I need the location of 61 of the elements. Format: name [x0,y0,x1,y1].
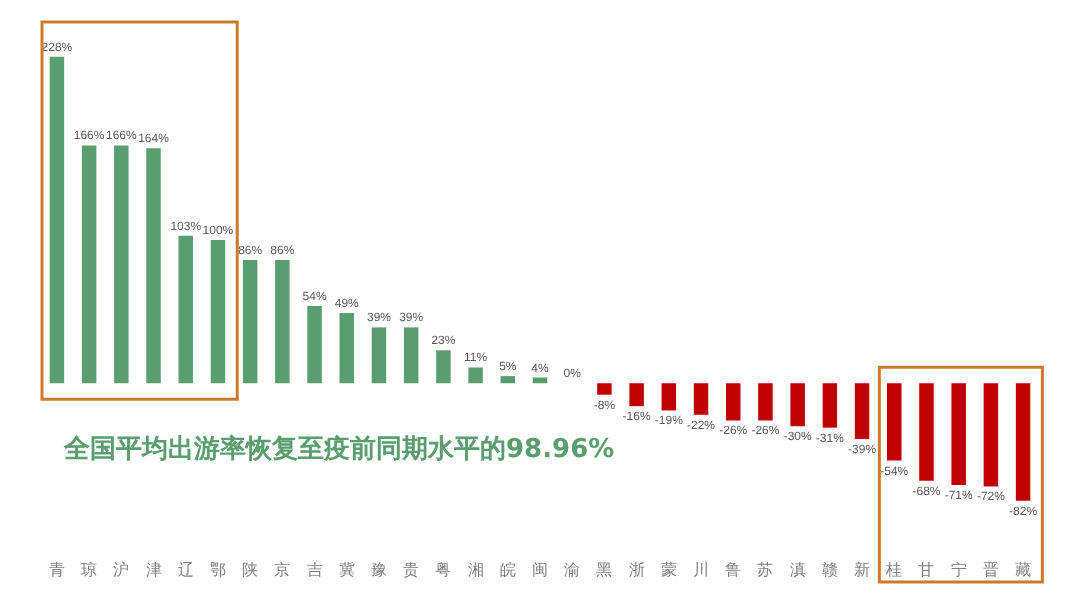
bar [887,383,902,461]
x-tick-label: 滇 [789,561,806,579]
x-tick-label: 晋 [982,561,999,579]
annotation: 全国平均出游率恢复至疫前同期水平的98.96% [62,433,615,466]
bar [178,235,193,384]
x-tick-label: 藏 [1015,561,1032,579]
bar [725,383,741,421]
x-tick-label: 粤 [435,561,452,579]
bar [403,327,419,384]
bar [500,376,516,384]
bar [597,383,612,395]
x-tick-label: 琼 [81,561,98,579]
bar [983,383,999,487]
bar [758,383,773,421]
x-tick-label: 鄂 [209,561,226,579]
x-tick-label: 豫 [370,561,387,579]
bar [146,148,161,384]
bar [242,260,258,384]
x-tick-label: 浙 [628,561,645,579]
bar [629,383,644,407]
x-tick-label: 辽 [177,561,194,579]
x-tick-label: 黑 [596,561,613,579]
bar [693,383,709,415]
bar [951,383,966,485]
x-tick-label: 青 [48,561,65,579]
x-tick-label: 桂 [884,561,903,579]
x-tick-label: 皖 [499,561,516,579]
bar [661,383,677,411]
bar [1015,383,1031,501]
x-tick-label: 鲁 [725,561,742,579]
bar [854,383,870,440]
bar [275,260,290,384]
x-tick-label: 贵 [403,561,420,579]
x-tick-label: 川 [693,561,710,579]
bar [436,350,451,384]
x-tick-label: 沪 [113,561,130,579]
x-tick-label: 津 [145,561,162,579]
x-tick-label: 冀 [338,561,355,579]
x-tick-label: 宁 [950,561,967,579]
bar [339,313,355,384]
x-tick-label: 蒙 [660,561,677,579]
bar [468,367,483,384]
bar [114,145,129,384]
x-tick-label: 苏 [757,561,774,579]
x-tick-label: 新 [854,561,871,579]
x-tick-label: 闽 [532,561,548,579]
x-tick-label: 吉 [306,561,323,579]
x-tick-label: 湘 [467,561,484,579]
bar [790,383,805,427]
bar [919,383,934,481]
bar [307,305,322,384]
x-tick-label: 甘 [918,561,935,579]
bar [81,145,97,384]
x-tick-label: 京 [274,561,291,579]
bar [822,383,838,428]
x-tick-label: 渝 [564,561,581,579]
bar [49,56,65,384]
x-tick-label: 陕 [242,561,259,579]
bar [210,240,226,384]
bar [371,327,387,384]
x-tick-label: 赣 [821,561,838,579]
